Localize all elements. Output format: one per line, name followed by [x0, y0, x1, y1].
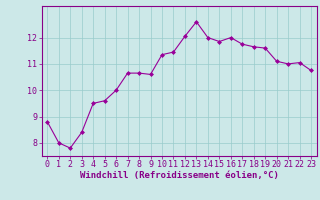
X-axis label: Windchill (Refroidissement éolien,°C): Windchill (Refroidissement éolien,°C) [80, 171, 279, 180]
